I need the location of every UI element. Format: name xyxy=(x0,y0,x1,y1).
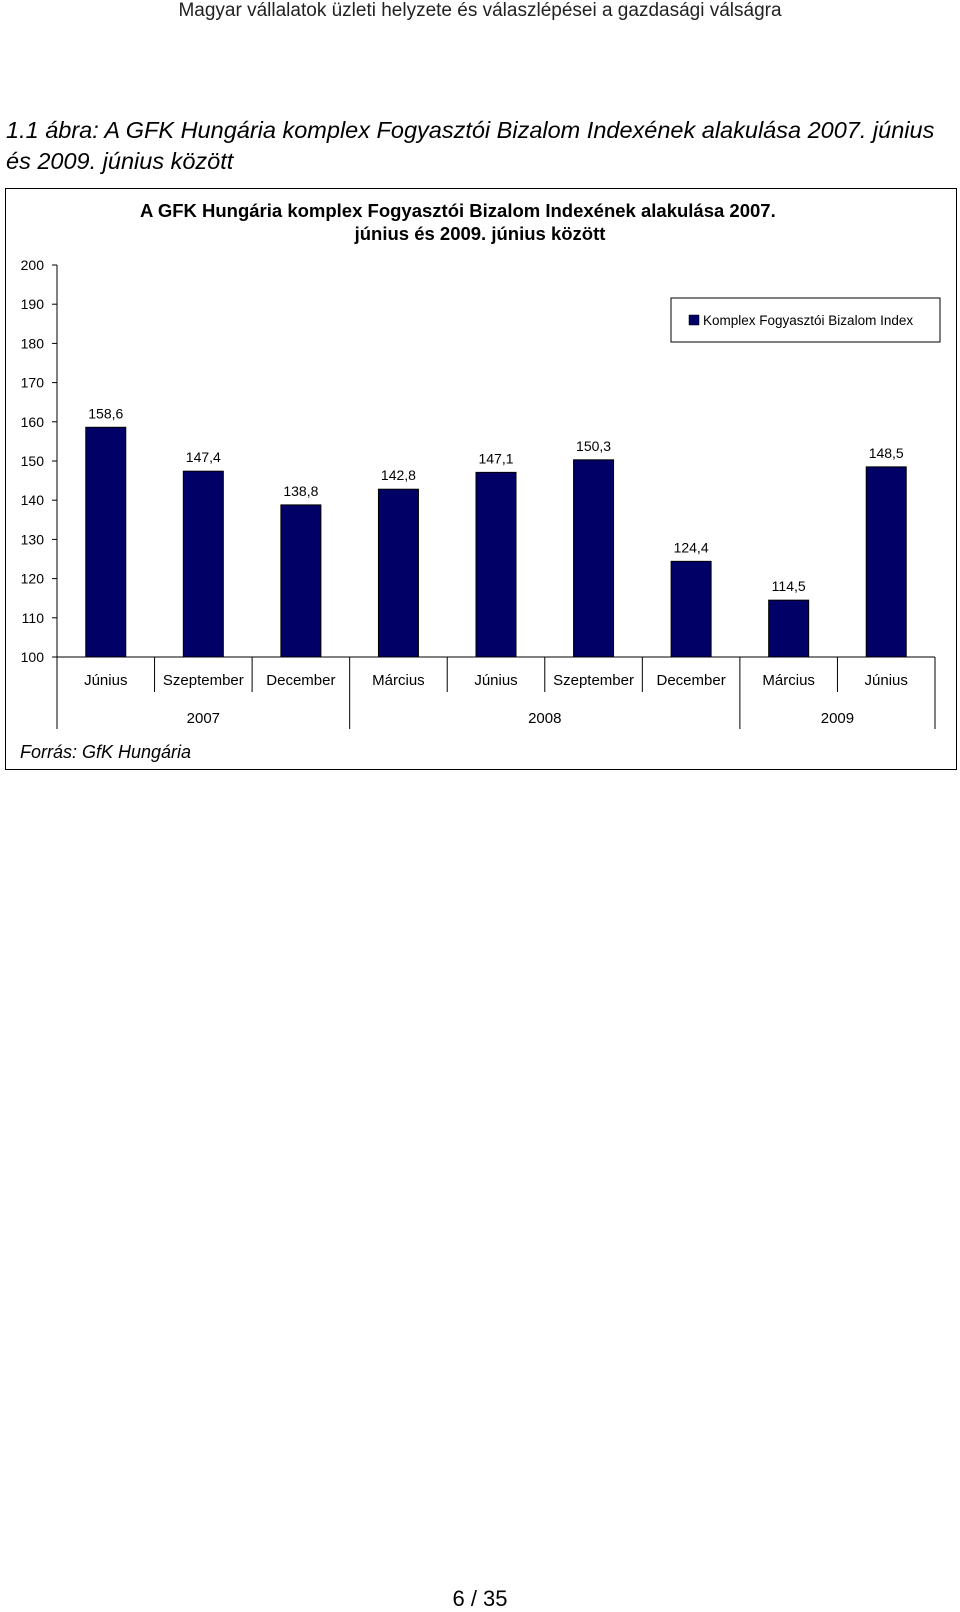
chart-frame xyxy=(5,188,957,770)
legend-box xyxy=(670,297,941,343)
bar xyxy=(280,504,322,658)
y-tick-label: 160 xyxy=(21,414,45,430)
x-group-label: 2007 xyxy=(187,710,220,727)
y-tick-label: 180 xyxy=(21,335,45,351)
data-label: 148,5 xyxy=(869,445,904,461)
y-tick-label: 200 xyxy=(21,257,45,273)
source-note: Forrás: GfK Hungária xyxy=(20,742,192,762)
bar xyxy=(768,599,810,658)
bar xyxy=(85,426,127,658)
data-label: 147,1 xyxy=(478,450,513,466)
page-number: 6 / 35 xyxy=(452,1586,508,1611)
y-tick-label: 140 xyxy=(21,492,45,508)
x-tick-label: Március xyxy=(762,672,815,689)
x-tick-label: December xyxy=(657,672,726,689)
x-group-label: 2008 xyxy=(528,710,561,727)
x-tick-label: Szeptember xyxy=(163,672,244,689)
x-tick-label: Június xyxy=(84,672,127,689)
data-label: 114,5 xyxy=(772,578,806,594)
running-header: Magyar vállalatok üzleti helyzete és vál… xyxy=(178,0,782,21)
bar-chart: 100 110 120 130 140 150 160 170 180 190 200 2007 200… xyxy=(21,257,941,729)
y-tick-label: 190 xyxy=(21,296,45,312)
data-label: 138,8 xyxy=(283,483,318,499)
y-tick-label: 100 xyxy=(21,649,45,665)
y-tick-label: 110 xyxy=(22,610,45,626)
x-tick-label: December xyxy=(266,672,335,689)
data-label: 158,6 xyxy=(88,405,123,421)
bar xyxy=(865,466,907,658)
x-group-label: 2009 xyxy=(821,710,854,727)
legend-label: Komplex Fogyasztói Bizalom Index xyxy=(703,313,913,328)
data-label: 142,8 xyxy=(381,467,416,483)
data-label: 124,4 xyxy=(674,539,709,555)
bar xyxy=(573,459,615,658)
x-tick-label: Június xyxy=(865,672,908,689)
data-label: 150,3 xyxy=(576,438,611,454)
bar xyxy=(670,560,712,658)
y-tick-label: 150 xyxy=(21,453,45,469)
legend-swatch xyxy=(688,314,700,326)
x-tick-label: Március xyxy=(372,672,425,689)
x-tick-label: Szeptember xyxy=(553,672,634,689)
chart-title-line-2: június és 2009. június között xyxy=(354,223,606,244)
x-tick-label: Június xyxy=(474,672,517,689)
bar xyxy=(182,470,224,658)
data-label: 147,4 xyxy=(186,449,221,465)
y-tick-label: 130 xyxy=(21,531,45,547)
bar xyxy=(475,471,517,658)
y-tick-label: 170 xyxy=(21,375,45,391)
figure-caption: 1.1 ábra: A GFK Hungária komplex Fogyasz… xyxy=(6,117,935,174)
bar xyxy=(377,488,419,658)
chart-title-line-1: A GFK Hungária komplex Fogyasztói Bizalo… xyxy=(140,200,776,221)
y-tick-label: 120 xyxy=(21,571,45,587)
chart-title: A GFK Hungária komplex Fogyasztói Bizalo… xyxy=(0,199,960,245)
